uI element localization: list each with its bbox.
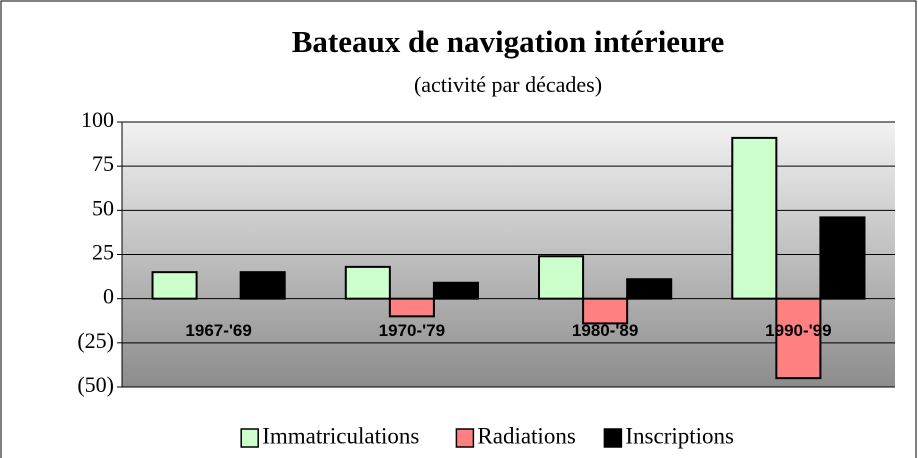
- legend-label: Radiations: [477, 423, 575, 448]
- legend-swatch: [455, 428, 475, 448]
- bar: [432, 281, 479, 300]
- y-tick-label: (50): [77, 372, 114, 397]
- y-tick-label: 75: [92, 151, 114, 176]
- bar: [151, 271, 198, 300]
- bar: [819, 216, 866, 300]
- x-tick-label: 1980-'89: [572, 321, 638, 340]
- bar: [538, 255, 585, 300]
- bar: [775, 297, 822, 380]
- bar: [731, 136, 778, 300]
- legend-label: Immatriculations: [262, 423, 419, 448]
- bar: [239, 271, 286, 300]
- legend-swatch: [240, 428, 259, 448]
- bar: [582, 297, 629, 325]
- legend-swatch: [603, 428, 623, 448]
- y-tick-label: (25): [77, 328, 114, 353]
- bar: [344, 265, 391, 300]
- chart-subtitle: (activité par décades): [414, 72, 602, 97]
- y-tick-label: 0: [103, 284, 114, 309]
- y-tick-label: 50: [92, 195, 114, 220]
- legend-label: Inscriptions: [625, 423, 734, 448]
- chart-title: Bateaux de navigation intérieure: [292, 24, 725, 59]
- y-tick-label: 25: [92, 240, 114, 265]
- bar: [626, 278, 673, 300]
- x-tick-label: 1967-'69: [185, 321, 251, 340]
- x-tick-label: 1970-'79: [379, 321, 445, 340]
- x-tick-label: 1990-'99: [765, 321, 831, 340]
- y-tick-label: 100: [81, 107, 114, 132]
- bar: [388, 297, 435, 318]
